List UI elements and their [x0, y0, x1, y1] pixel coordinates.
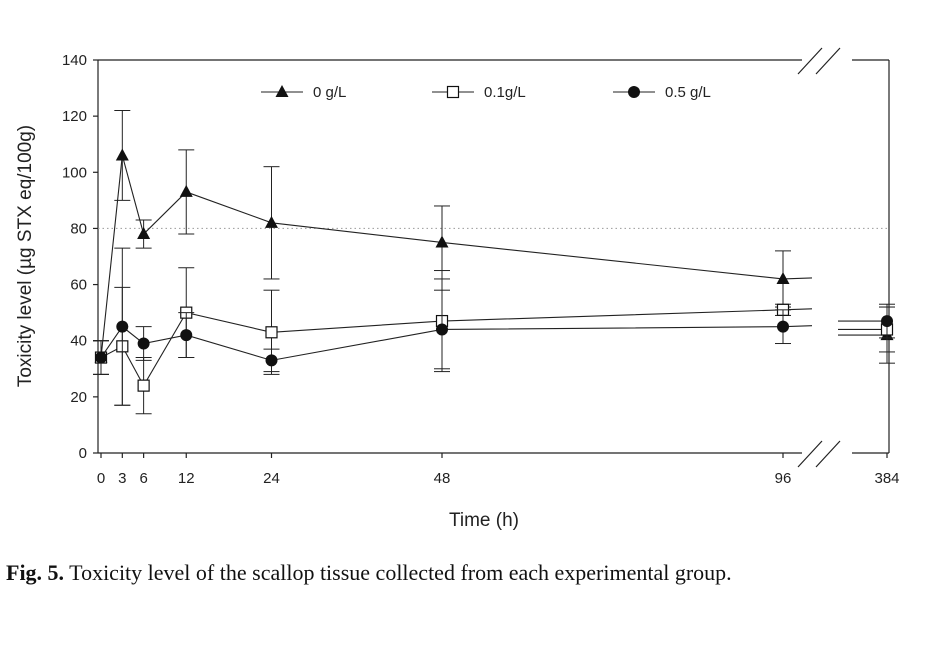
x-tick-label: 0: [97, 470, 105, 487]
x-tick-label: 3: [118, 470, 126, 487]
legend-label: 0.5 g/L: [665, 84, 711, 101]
y-axis-title: Toxicity level (µg STX eq/100g): [15, 125, 36, 387]
figure-label: Fig. 5.: [6, 560, 65, 585]
triangle-marker: [435, 235, 449, 248]
circle-marker: [265, 354, 278, 367]
circle-marker: [881, 315, 893, 328]
y-tick-label: 20: [70, 389, 87, 406]
y-tick-label: 80: [70, 220, 87, 237]
y-tick-label: 0: [79, 445, 87, 462]
legend-label: 0.1g/L: [484, 84, 526, 101]
x-axis-title: Time (h): [449, 510, 519, 531]
triangle-marker: [179, 184, 193, 197]
x-tick-label: 12: [178, 470, 195, 487]
series-layer: [93, 110, 895, 415]
y-tick-label: 40: [70, 333, 87, 350]
triangle-marker: [275, 85, 289, 97]
series-filled-circle: [93, 247, 895, 406]
triangle-marker: [776, 271, 790, 284]
circle-marker: [628, 86, 640, 98]
circle-marker: [777, 320, 789, 333]
axis-break-mark: [797, 47, 823, 75]
legend: 0 g/L 0.1g/L 0.5 g/L: [261, 84, 711, 101]
y-tick-label: 60: [70, 277, 87, 294]
triangle-marker: [115, 148, 129, 161]
series-open-square: [93, 267, 895, 415]
figure-caption: Fig. 5. Toxicity level of the scallop ti…: [6, 556, 936, 589]
legend-label: 0 g/L: [313, 84, 346, 101]
axis-break-mark: [815, 47, 841, 75]
legend-item: 0 g/L: [261, 84, 346, 101]
x-tick-label: 48: [434, 470, 451, 487]
square-marker: [137, 379, 150, 392]
circle-marker: [436, 323, 448, 336]
x-tick-label: 6: [139, 470, 147, 487]
circle-marker: [95, 351, 107, 364]
square-marker: [265, 326, 278, 339]
y-tick-label: 140: [62, 52, 87, 69]
y-tick-label: 120: [62, 108, 87, 125]
triangle-marker: [137, 227, 151, 240]
legend-item: 0.1g/L: [432, 84, 526, 101]
circle-marker: [180, 329, 193, 342]
square-marker: [446, 85, 460, 99]
x-tick-label: 384: [874, 470, 899, 487]
axis-break-mark: [815, 440, 841, 468]
triangle-marker: [265, 215, 278, 228]
caption-text: Toxicity level of the scallop tissue col…: [64, 560, 732, 585]
circle-marker: [137, 337, 150, 350]
y-tick-label: 100: [62, 164, 87, 181]
x-tick-label: 24: [263, 470, 280, 487]
axis-break-mark: [797, 440, 823, 468]
series-stub-left: [782, 277, 813, 280]
legend-item: 0.5 g/L: [613, 84, 711, 101]
x-tick-label: 96: [775, 470, 792, 487]
series-filled-triangle: [93, 110, 895, 375]
circle-marker: [116, 320, 129, 333]
